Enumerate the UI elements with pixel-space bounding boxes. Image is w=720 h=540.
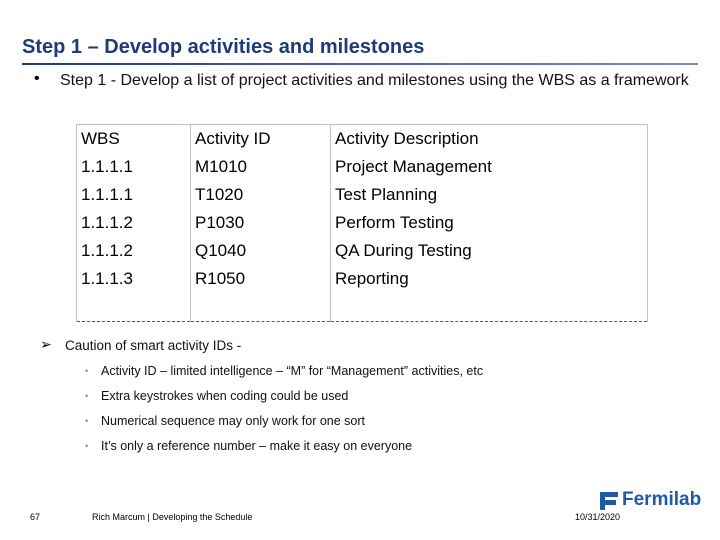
table-cell: Project Management: [330, 153, 648, 181]
table-cell: Activity ID: [190, 124, 331, 153]
table-cell: T1020: [190, 181, 331, 209]
arrow-bullet: ➢: [40, 336, 52, 352]
table-row: 1.1.1.1 M1010 Project Management: [76, 153, 648, 181]
table-cell: P1030: [190, 209, 331, 237]
sub-bullet-text: Extra keystrokes when coding could be us…: [101, 389, 349, 403]
footer-author: Rich Marcum | Developing the Schedule: [92, 512, 253, 522]
table-row: 1.1.1.1 T1020 Test Planning: [76, 181, 648, 209]
sub-bullet-dot: •: [85, 366, 89, 376]
table-cell: Perform Testing: [330, 209, 648, 237]
table-cell: 1.1.1.2: [76, 237, 191, 265]
table-cell: 1.1.1.2: [76, 209, 191, 237]
table-cell: 1.1.1.1: [76, 153, 191, 181]
table-row: 1.1.1.3 R1050 Reporting: [76, 265, 648, 293]
activity-table: WBS Activity ID Activity Description 1.1.1.…: [76, 124, 648, 322]
table-cell: [330, 293, 648, 322]
sub-bullet-text: It’s only a reference number – make it e…: [101, 439, 413, 453]
sub-bullet-text: Numerical sequence may only work for one…: [101, 414, 366, 428]
table-cell: WBS: [76, 124, 191, 153]
table-cell: 1.1.1.1: [76, 181, 191, 209]
table-cell: [190, 293, 331, 322]
sub-bullet-dot: •: [85, 391, 89, 401]
table-cell: Reporting: [330, 265, 648, 293]
page-number: 67: [30, 512, 41, 522]
table-cell: QA During Testing: [330, 237, 648, 265]
table-cell: Q1040: [190, 237, 331, 265]
bullet-dot: •: [34, 70, 40, 87]
footer-date: 10/31/2020: [575, 512, 621, 522]
table-row: WBS Activity ID Activity Description: [76, 124, 648, 153]
table-row: 1.1.1.2 Q1040 QA During Testing: [76, 237, 648, 265]
caution-title: Caution of smart activity IDs -: [65, 338, 242, 353]
table-row: [76, 293, 648, 322]
table-cell: R1050: [190, 265, 331, 293]
title: Step 1 – Develop activities and mileston…: [22, 36, 425, 58]
sub-bullet-dot: •: [85, 416, 89, 426]
table-cell: Activity Description: [330, 124, 648, 153]
table-cell: Test Planning: [330, 181, 648, 209]
title-rule: [22, 63, 698, 65]
table-cell: M1010: [190, 153, 331, 181]
table-cell: [76, 293, 191, 322]
table-cell: 1.1.1.3: [76, 265, 191, 293]
table-row: 1.1.1.2 P1030 Perform Testing: [76, 209, 648, 237]
logo-text: Fermilab: [622, 489, 702, 510]
logo-icon: [600, 492, 618, 510]
sub-bullet-text: Activity ID – limited intelligence – “M”…: [101, 364, 484, 378]
sub-bullet-dot: •: [85, 441, 89, 451]
bullet-text: Step 1 - Develop a list of project activ…: [60, 72, 689, 89]
